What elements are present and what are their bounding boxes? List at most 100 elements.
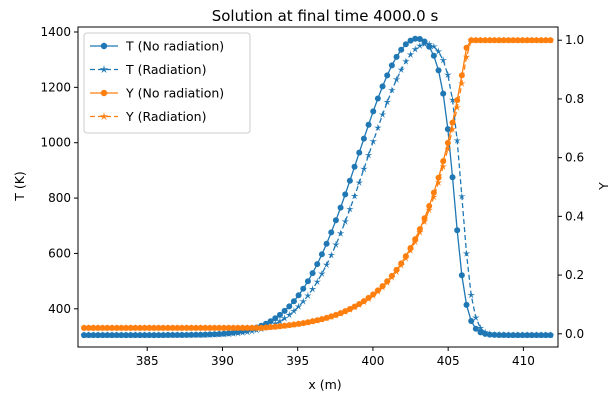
series-marker bbox=[341, 307, 350, 315]
series-marker bbox=[234, 323, 242, 332]
series-marker bbox=[145, 323, 154, 332]
series-marker bbox=[210, 330, 219, 338]
series-marker bbox=[509, 331, 517, 339]
series-marker bbox=[388, 273, 396, 281]
series-marker bbox=[328, 229, 335, 236]
series-marker bbox=[342, 191, 349, 198]
series-marker bbox=[468, 317, 475, 324]
y2-tick-label: 0.0 bbox=[565, 327, 584, 341]
series-marker bbox=[351, 163, 358, 170]
series-marker bbox=[224, 329, 233, 338]
y-tick-label: 400 bbox=[48, 302, 71, 316]
series-marker bbox=[276, 322, 284, 330]
series-marker bbox=[281, 307, 288, 314]
series-marker bbox=[462, 52, 471, 61]
series-marker bbox=[514, 331, 522, 339]
series-marker bbox=[117, 331, 126, 339]
series-marker bbox=[313, 316, 322, 324]
series-marker bbox=[388, 62, 395, 69]
series-marker bbox=[537, 331, 545, 339]
series-marker bbox=[308, 317, 317, 325]
series-marker bbox=[411, 45, 420, 53]
series-marker bbox=[360, 165, 368, 173]
series-marker bbox=[440, 90, 447, 97]
series-marker bbox=[402, 57, 410, 65]
series-marker bbox=[122, 331, 130, 339]
series-marker bbox=[140, 331, 149, 339]
series-marker bbox=[192, 323, 200, 332]
series-marker bbox=[360, 298, 368, 306]
series-marker bbox=[490, 36, 499, 44]
series-marker bbox=[126, 323, 135, 332]
series-marker bbox=[332, 217, 339, 224]
y-tick-label: 600 bbox=[48, 246, 71, 260]
series-marker bbox=[215, 323, 224, 332]
series-marker bbox=[481, 36, 489, 44]
series-marker bbox=[300, 285, 307, 292]
series-marker bbox=[435, 67, 442, 74]
series-marker bbox=[327, 312, 336, 321]
series-marker bbox=[131, 323, 140, 332]
legend-box bbox=[83, 32, 251, 134]
series-marker bbox=[406, 50, 415, 58]
series-marker bbox=[444, 70, 452, 79]
series-marker bbox=[332, 240, 340, 248]
series-marker bbox=[481, 328, 489, 336]
series-marker bbox=[477, 329, 484, 336]
series-marker bbox=[439, 162, 447, 170]
legend-marker bbox=[99, 112, 109, 121]
x-tick-label: 405 bbox=[437, 354, 460, 368]
series-marker bbox=[332, 311, 340, 319]
series-marker bbox=[336, 309, 345, 317]
series-marker bbox=[295, 292, 302, 299]
series-marker bbox=[299, 297, 308, 305]
series-marker bbox=[196, 323, 205, 332]
series-marker bbox=[308, 285, 317, 293]
series-marker bbox=[454, 227, 461, 234]
series-marker bbox=[379, 83, 386, 90]
series-marker bbox=[159, 323, 168, 332]
series-marker bbox=[304, 291, 312, 299]
series-marker bbox=[238, 323, 247, 332]
x-tick-label: 395 bbox=[286, 354, 309, 368]
series-marker bbox=[495, 330, 503, 339]
series-marker bbox=[131, 331, 140, 339]
legend-item: T (Radiation) bbox=[90, 62, 206, 77]
series-marker bbox=[164, 331, 172, 339]
series-marker bbox=[327, 251, 336, 259]
series-marker bbox=[294, 302, 303, 310]
series-marker bbox=[486, 36, 494, 44]
series-marker bbox=[364, 294, 373, 303]
series-marker bbox=[365, 121, 372, 128]
series-marker bbox=[420, 40, 429, 48]
series-marker bbox=[318, 315, 326, 323]
series-marker bbox=[243, 328, 252, 336]
plot-frame bbox=[77, 26, 559, 348]
series-marker bbox=[467, 36, 475, 44]
series-marker bbox=[248, 323, 256, 332]
series-marker bbox=[252, 323, 261, 332]
series-marker bbox=[136, 323, 144, 332]
series-marker bbox=[528, 331, 536, 339]
legend-item: Y (Radiation) bbox=[90, 109, 206, 124]
series-marker bbox=[201, 323, 210, 332]
series-marker bbox=[112, 323, 121, 332]
y2-tick-label: 0.6 bbox=[565, 151, 584, 165]
axes-layer: 385 390 395 400 405 410 400 600 800 1000 1200 1400 0… bbox=[40, 25, 584, 368]
legend-label: Y (Radiation) bbox=[125, 109, 206, 124]
series-marker bbox=[337, 204, 344, 211]
series-marker bbox=[313, 277, 322, 286]
series-marker bbox=[276, 311, 283, 318]
series-marker bbox=[383, 278, 392, 286]
series-marker bbox=[266, 323, 275, 331]
series-marker bbox=[89, 323, 98, 332]
series-marker bbox=[528, 36, 536, 44]
legend-item: T (No radiation) bbox=[90, 39, 224, 54]
series-marker bbox=[537, 36, 545, 44]
series-marker bbox=[402, 254, 410, 262]
series-marker bbox=[518, 331, 527, 339]
series-marker bbox=[416, 35, 423, 42]
series-marker bbox=[350, 303, 359, 311]
series-marker bbox=[108, 331, 116, 339]
series-marker bbox=[369, 137, 378, 145]
